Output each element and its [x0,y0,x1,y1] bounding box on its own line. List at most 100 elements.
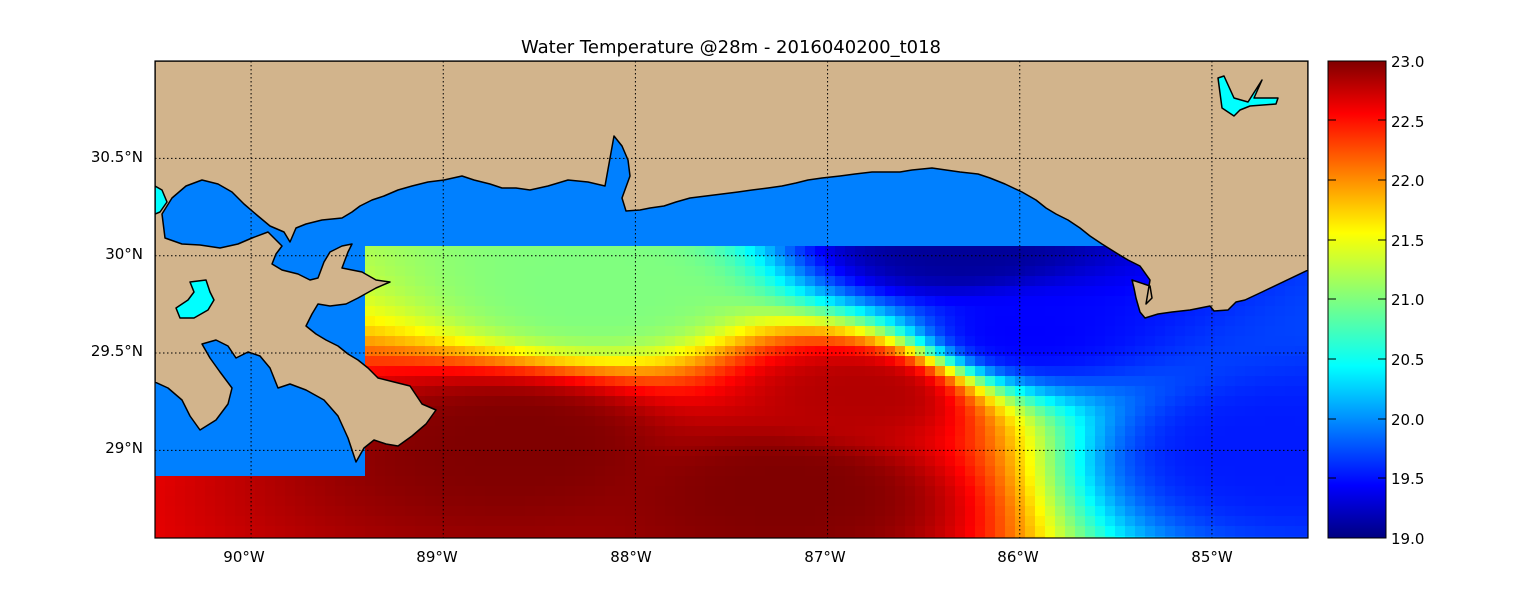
temperature-cell [555,346,566,357]
temperature-cell [565,246,576,257]
temperature-cell [915,326,926,337]
temperature-cell [975,336,986,347]
temperature-cell [625,506,636,517]
temperature-cell [1025,336,1036,347]
temperature-cell [1155,506,1166,517]
temperature-cell [375,256,386,267]
temperature-cell [435,486,446,497]
temperature-cell [675,336,686,347]
temperature-cell [175,486,186,497]
temperature-cell [625,386,636,397]
temperature-cell [845,246,856,257]
temperature-cell [415,526,426,537]
temperature-cell [755,316,766,327]
temperature-cell [665,506,676,517]
temperature-cell [755,366,766,377]
temperature-cell [735,496,746,507]
temperature-cell [1125,406,1136,417]
temperature-cell [1305,506,1308,517]
temperature-cell [745,366,756,377]
temperature-cell [1125,356,1136,367]
temperature-cell [455,376,466,387]
temperature-cell [805,306,816,317]
temperature-cell [1295,396,1306,407]
temperature-cell [705,286,716,297]
temperature-cell [455,506,466,517]
temperature-cell [955,346,966,357]
temperature-cell [555,456,566,467]
temperature-cell [1065,316,1076,327]
temperature-cell [665,376,676,387]
temperature-cell [285,486,296,497]
temperature-cell [425,356,436,367]
temperature-cell [685,256,696,267]
temperature-cell [585,316,596,327]
temperature-cell [1215,426,1226,437]
temperature-cell [1045,496,1056,507]
temperature-cell [1015,286,1026,297]
temperature-cell [615,446,626,457]
temperature-cell [925,406,936,417]
temperature-cell [1145,536,1156,538]
temperature-cell [855,386,866,397]
temperature-cell [1195,426,1206,437]
temperature-cell [845,346,856,357]
temperature-cell [645,406,656,417]
temperature-cell [485,536,496,538]
temperature-cell [955,356,966,367]
temperature-cell [1275,316,1286,327]
temperature-cell [925,266,936,277]
temperature-cell [1015,446,1026,457]
temperature-cell [1265,516,1276,527]
temperature-cell [575,506,586,517]
temperature-cell [875,326,886,337]
temperature-cell [435,276,446,287]
temperature-cell [1185,456,1196,467]
temperature-cell [635,446,646,457]
temperature-cell [425,396,436,407]
temperature-cell [785,306,796,317]
temperature-cell [395,366,406,377]
temperature-cell [795,456,806,467]
temperature-cell [215,526,226,537]
temperature-cell [955,376,966,387]
temperature-cell [775,486,786,497]
temperature-cell [495,256,506,267]
temperature-cell [1215,316,1226,327]
temperature-cell [905,286,916,297]
temperature-cell [385,346,396,357]
x-tick-label: 87°W [804,548,846,566]
temperature-cell [1305,536,1308,538]
temperature-cell [605,406,616,417]
temperature-cell [725,456,736,467]
temperature-cell [605,356,616,367]
temperature-cell [415,476,426,487]
temperature-cell [1125,386,1136,397]
temperature-cell [1155,456,1166,467]
temperature-cell [895,446,906,457]
temperature-cell [605,446,616,457]
temperature-cell [595,456,606,467]
temperature-cell [655,416,666,427]
temperature-cell [825,536,836,538]
temperature-cell [445,266,456,277]
temperature-cell [925,376,936,387]
temperature-cell [1215,376,1226,387]
temperature-cell [575,386,586,397]
temperature-cell [955,446,966,457]
temperature-cell [745,296,756,307]
temperature-cell [615,386,626,397]
temperature-cell [865,506,876,517]
temperature-cell [495,316,506,327]
temperature-cell [895,286,906,297]
temperature-cell [1085,406,1096,417]
temperature-cell [1245,536,1256,538]
temperature-cell [1165,446,1176,457]
temperature-cell [1125,486,1136,497]
temperature-cell [1255,486,1266,497]
temperature-cell [845,486,856,497]
temperature-cell [985,276,996,287]
temperature-cell [1225,536,1236,538]
temperature-cell [585,246,596,257]
temperature-cell [865,246,876,257]
